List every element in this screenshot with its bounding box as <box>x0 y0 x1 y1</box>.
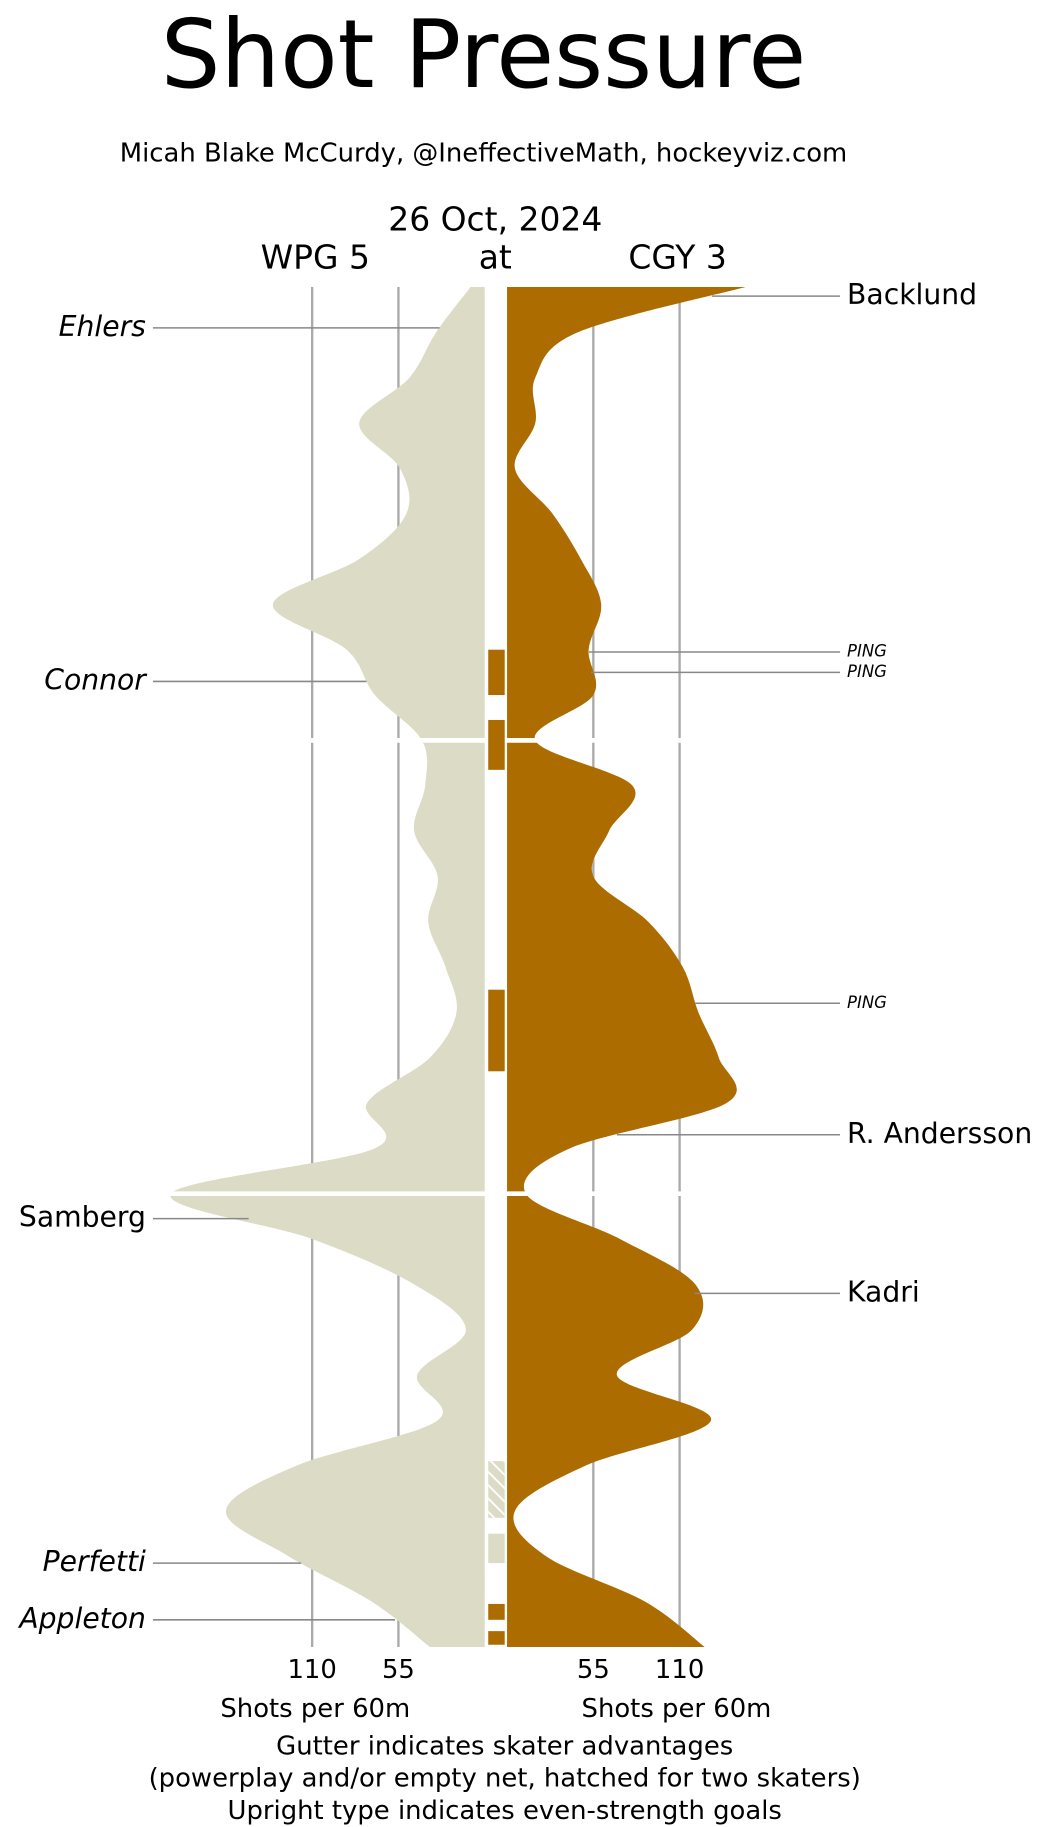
goal-label: Kadri <box>847 1275 920 1308</box>
x-axis-label-left: Shots per 60m <box>220 1694 410 1724</box>
gutter-bar <box>488 1533 505 1564</box>
goal-label: Ehlers <box>59 310 147 343</box>
goal-label: PING <box>847 641 887 660</box>
goal-label: R. Andersson <box>847 1117 1032 1150</box>
goal-label: Connor <box>44 663 148 696</box>
gutter-bar <box>488 1631 505 1645</box>
goal-label: Samberg <box>19 1201 146 1234</box>
goal-label: Backlund <box>847 278 977 311</box>
x-axis-label-right: Shots per 60m <box>582 1694 772 1724</box>
at-label: at <box>479 237 512 276</box>
note: Upright type indicates even-strength goa… <box>228 1796 782 1826</box>
chart-title: Shot Pressure <box>161 1 807 110</box>
gutter-bar <box>488 649 505 696</box>
gutter-bar <box>488 719 505 770</box>
x-tick-label: 55 <box>577 1655 610 1685</box>
x-tick-label: 110 <box>287 1655 336 1685</box>
shot-area <box>170 287 485 1648</box>
date: 26 Oct, 2024 <box>388 200 602 239</box>
note: Gutter indicates skater advantages <box>276 1732 733 1762</box>
home-label: CGY 3 <box>628 237 726 276</box>
gutter-bar <box>488 1603 505 1620</box>
away-label: WPG 5 <box>261 237 370 276</box>
goal-label: Appleton <box>17 1602 146 1635</box>
x-tick-label: 55 <box>382 1655 415 1685</box>
subtitle: Micah Blake McCurdy, @IneffectiveMath, h… <box>120 139 847 169</box>
shot-area <box>507 287 746 1648</box>
goal-label: Perfetti <box>43 1545 146 1578</box>
gutter-bar <box>488 989 505 1072</box>
x-tick-label: 110 <box>655 1655 704 1685</box>
gutter-hatch <box>488 1461 505 1518</box>
goal-label: PING <box>847 993 887 1012</box>
note: (powerplay and/or empty net, hatched for… <box>149 1763 861 1793</box>
goal-label: PING <box>847 662 887 681</box>
